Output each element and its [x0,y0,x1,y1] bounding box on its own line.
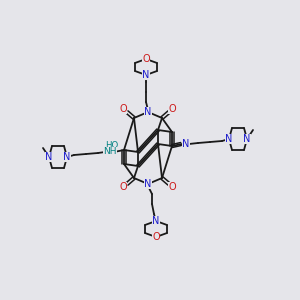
Text: N: N [182,139,190,149]
Text: O: O [142,54,150,64]
Text: O: O [152,232,160,242]
Text: N: N [243,134,251,144]
Text: N: N [142,70,150,80]
Text: HO: HO [105,140,119,149]
Text: NH: NH [103,148,117,157]
Text: O: O [168,104,176,114]
Text: N: N [144,107,152,117]
Text: N: N [225,134,233,144]
Text: N: N [152,216,160,226]
Text: O: O [168,182,176,192]
Text: N: N [144,179,152,189]
Text: N: N [63,152,71,162]
Text: N: N [45,152,53,162]
Text: O: O [119,104,127,114]
Text: O: O [119,182,127,192]
